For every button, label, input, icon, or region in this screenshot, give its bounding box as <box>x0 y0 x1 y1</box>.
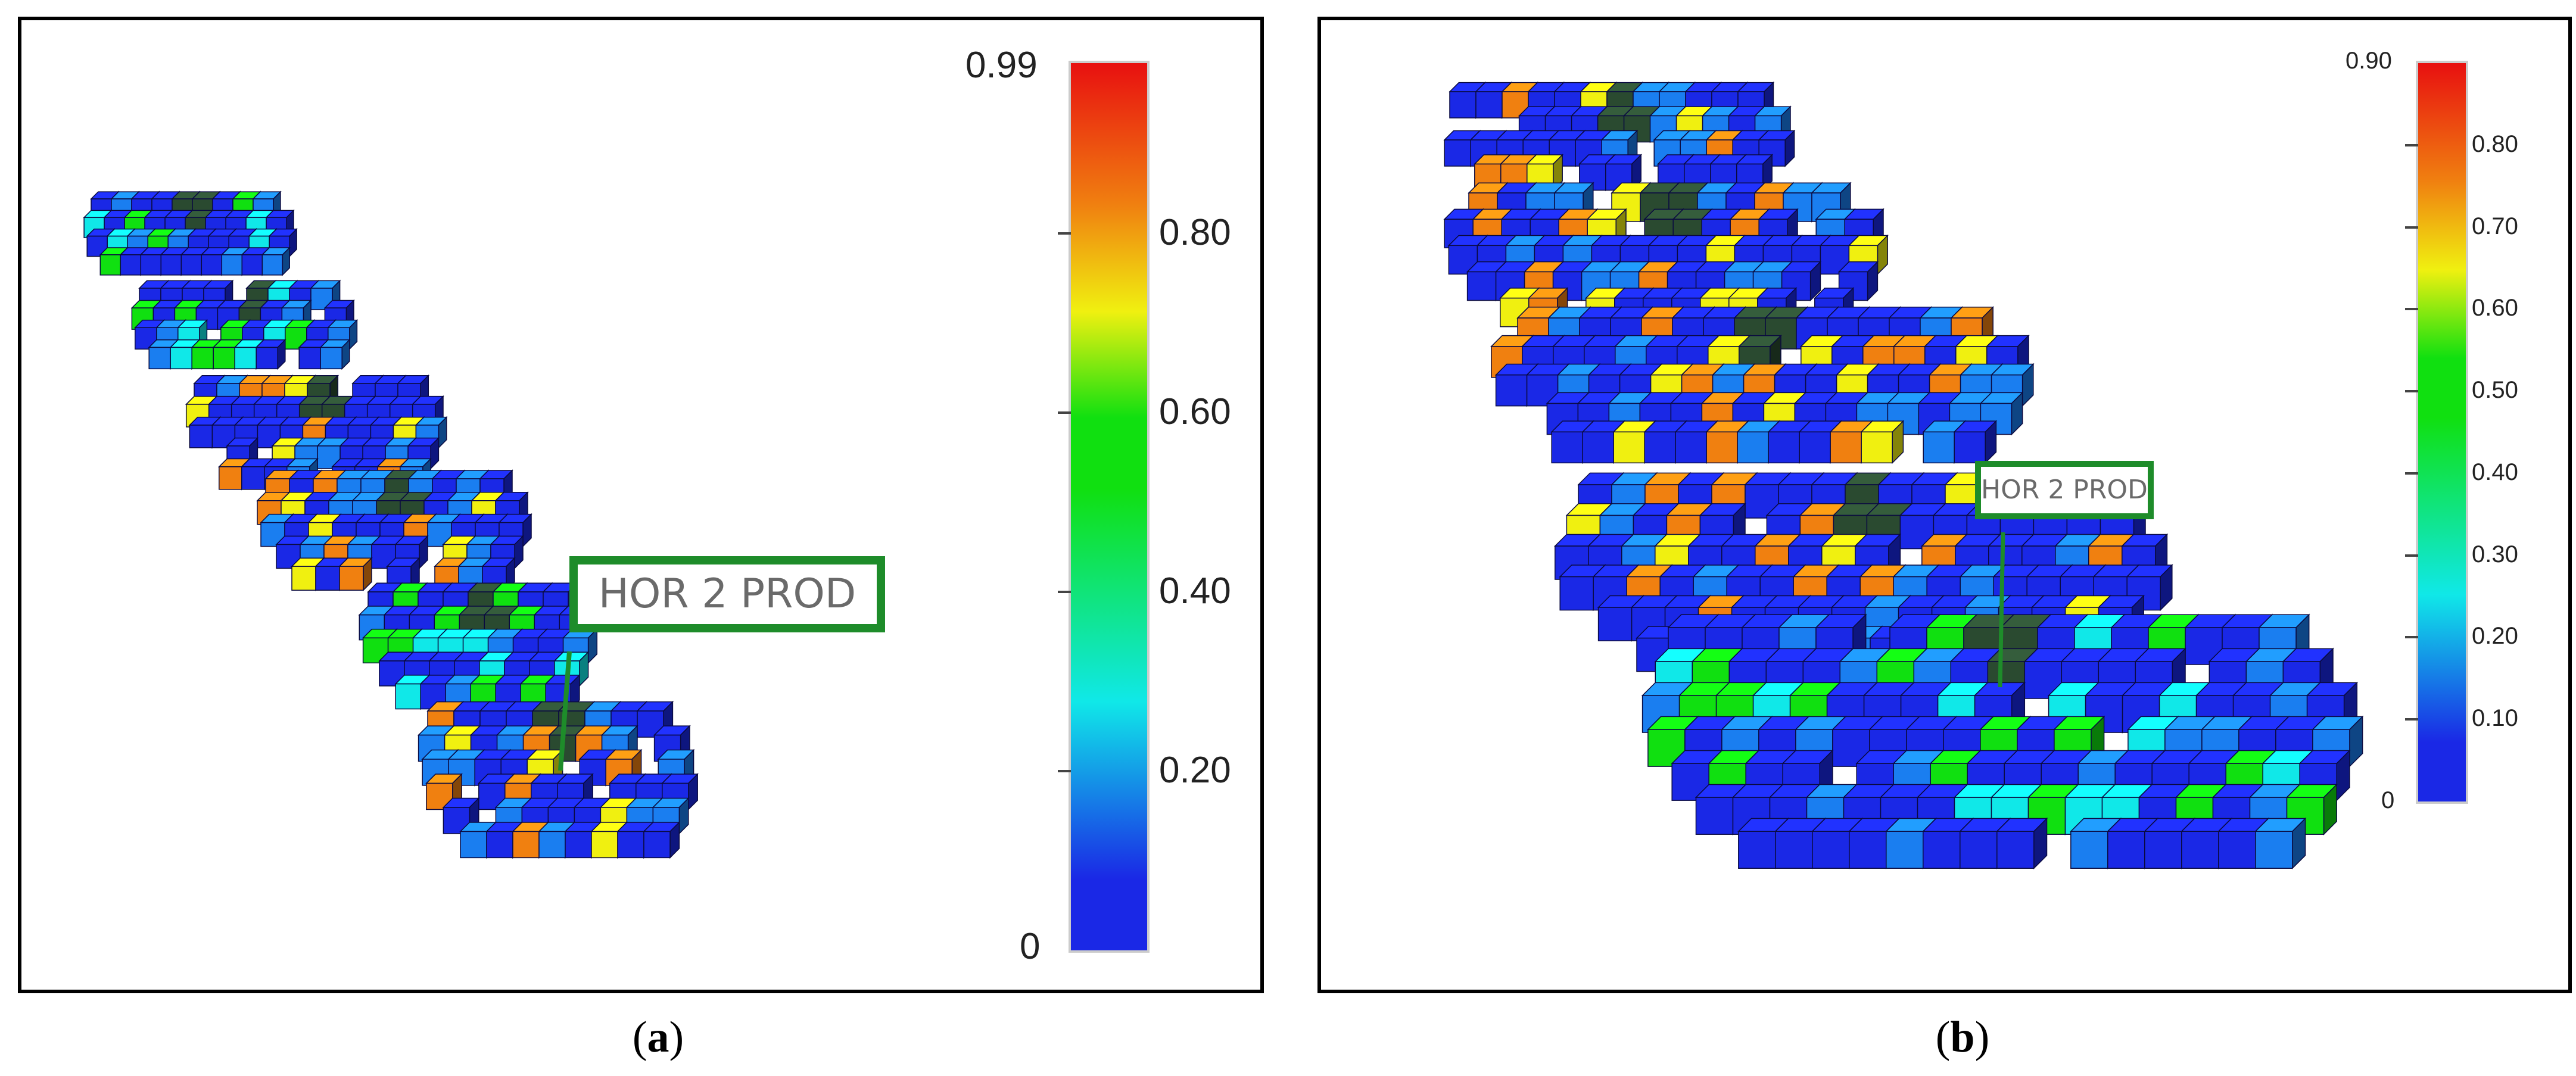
well-pointer-line <box>558 651 572 771</box>
colorbar-tick-label: 0.40 <box>2472 459 2518 485</box>
colorbar-min-label-b: 0 <box>2381 787 2395 813</box>
colorbar-tick-label: 0.70 <box>2472 213 2518 239</box>
caption-b: (b) <box>1935 1013 1990 1062</box>
colorbar-tick-label: 0.80 <box>2472 130 2518 157</box>
viewport-panel-a[interactable]: 0.99 0 HOR 2 PROD 0.80 0.60 0.40 0.20 <box>18 17 1264 993</box>
colorbar-tick-mark <box>2405 718 2418 721</box>
colorbar-tick-label: 0.50 <box>2472 377 2518 404</box>
grid-cell <box>1860 420 1905 464</box>
grid-cell <box>338 557 373 592</box>
colorbar-a <box>1069 61 1150 953</box>
grid-cell <box>1525 154 1564 192</box>
colorbar-min-label-a: 0 <box>1020 926 1041 967</box>
voxel-scene-a[interactable] <box>21 20 1260 990</box>
colorbar-tick-mark <box>1058 232 1071 235</box>
caption-a: (a) <box>632 1013 684 1062</box>
colorbar-tick-label: 0.80 <box>1159 211 1231 253</box>
grid-cell <box>2298 749 2351 801</box>
colorbar-tick-mark <box>2405 554 2418 557</box>
grid-cell <box>319 338 351 370</box>
colorbar-tick-mark <box>2405 636 2418 639</box>
grid-cell <box>1953 420 1998 464</box>
well-label-hor-2-prod-a[interactable]: HOR 2 PROD <box>569 556 885 632</box>
colorbar-tick-label: 0.30 <box>2472 541 2518 567</box>
grid-cell <box>1649 105 1687 144</box>
colorbar-tick-mark <box>1058 411 1071 414</box>
colorbar-tick-mark <box>2405 308 2418 311</box>
colorbar-tick-label: 0.20 <box>2472 623 2518 650</box>
viewport-panel-b[interactable]: 0.90 0 HOR 2 PROD 0.80 0.70 0.60 0.50 0.40 0.… <box>1317 17 2572 993</box>
grid-cell <box>1995 817 2048 870</box>
colorbar-tick-mark <box>2405 144 2418 146</box>
colorbar-tick-mark <box>2405 226 2418 229</box>
colorbar-tick-label: 0.10 <box>2472 705 2518 732</box>
grid-cell <box>2254 817 2307 870</box>
colorbar-max-label-b: 0.90 <box>2346 48 2392 74</box>
colorbar-tick-mark <box>2405 390 2418 393</box>
grid-cell <box>643 821 681 859</box>
grid-cell <box>255 338 286 370</box>
grid-cell <box>2126 564 2173 612</box>
colorbar-b <box>2416 61 2468 804</box>
grid-cell <box>1848 234 1889 276</box>
grid-cell <box>1674 420 1719 464</box>
colorbar-max-label-a: 0.99 <box>965 45 1038 86</box>
colorbar-tick-label: 0.20 <box>1159 749 1231 791</box>
well-pointer-line <box>1998 532 2005 688</box>
colorbar-tick-label: 0.60 <box>2472 295 2518 322</box>
grid-cell <box>2134 647 2186 700</box>
colorbar-tick-mark <box>1058 590 1071 593</box>
colorbar-tick-mark <box>1058 769 1071 772</box>
voxel-scene-b[interactable] <box>1321 20 2568 990</box>
colorbar-tick-label: 0.60 <box>1159 391 1231 432</box>
well-label-hor-2-prod-b[interactable]: HOR 2 PROD <box>1975 461 2154 519</box>
grid-cell <box>261 247 291 276</box>
colorbar-tick-mark <box>2405 472 2418 475</box>
colorbar-tick-label: 0.40 <box>1159 570 1231 612</box>
